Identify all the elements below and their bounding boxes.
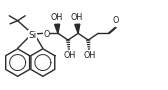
Polygon shape: [55, 24, 60, 33]
Polygon shape: [75, 24, 80, 33]
Text: O: O: [43, 30, 49, 39]
Text: OH: OH: [50, 13, 62, 22]
Text: Si: Si: [29, 31, 37, 40]
Text: OH: OH: [70, 13, 82, 22]
Text: OH: OH: [84, 51, 96, 60]
Text: OH: OH: [64, 51, 76, 60]
Text: O: O: [113, 16, 119, 25]
